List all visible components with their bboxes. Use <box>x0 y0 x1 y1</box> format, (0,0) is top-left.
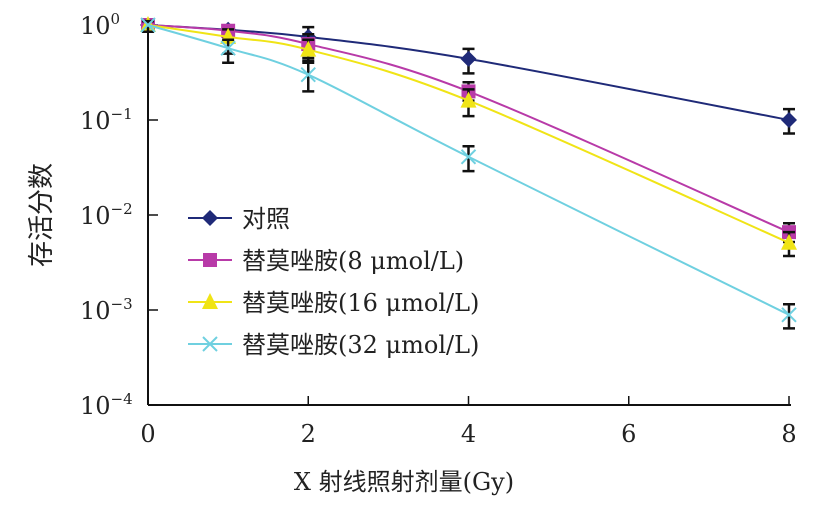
y-tick-label: 100 <box>80 10 120 40</box>
x-axis-label: X 射线照射剂量(Gy) <box>294 468 514 496</box>
y-tick-label: 10−4 <box>80 390 133 420</box>
tick-exp: −3 <box>111 295 133 313</box>
error-bar <box>302 59 315 93</box>
data-point <box>220 40 236 56</box>
legend-marker <box>202 293 218 309</box>
data-point <box>460 50 477 67</box>
tick-base: 10 <box>80 107 111 135</box>
x-tick-label: 0 <box>140 420 155 448</box>
data-point <box>781 307 797 323</box>
series-line-3 <box>147 24 790 316</box>
y-axis-label: 存活分数 <box>27 163 57 267</box>
y-tick-label: 10−2 <box>80 200 133 230</box>
tick-base: 10 <box>80 202 111 230</box>
x-tick-label: 4 <box>461 420 476 448</box>
data-point <box>460 149 477 165</box>
tick-base: 10 <box>80 392 111 420</box>
legend-marker <box>202 336 218 352</box>
legend-marker <box>203 253 217 267</box>
legend-label: 替莫唑胺(8 μmol/L) <box>242 247 464 275</box>
tick-base: 10 <box>80 12 111 40</box>
x-tick-label: 2 <box>301 420 316 448</box>
legend-label: 替莫唑胺(16 μmol/L) <box>242 289 479 317</box>
y-tick-label: 10−3 <box>80 295 133 325</box>
error-bar <box>783 302 795 330</box>
error-bar <box>462 144 475 173</box>
data-point <box>460 91 477 108</box>
data-point <box>781 233 797 250</box>
data-point <box>300 66 316 83</box>
x-tick-label: 8 <box>781 420 796 448</box>
legend-marker <box>202 210 218 226</box>
data-point <box>781 112 797 128</box>
legend-label: 对照 <box>242 205 290 233</box>
x-tick-label: 6 <box>621 420 636 448</box>
data-point <box>300 40 317 57</box>
data-point <box>140 17 156 33</box>
y-tick-label: 10−1 <box>80 105 133 135</box>
error-bar <box>222 38 235 65</box>
tick-base: 10 <box>80 297 111 325</box>
tick-exp: 0 <box>111 10 121 28</box>
tick-exp: −2 <box>111 200 133 218</box>
series-line-2 <box>147 24 790 244</box>
tick-exp: −4 <box>111 390 133 408</box>
tick-exp: −1 <box>111 105 133 123</box>
legend-label: 替莫唑胺(32 μmol/L) <box>242 331 479 359</box>
